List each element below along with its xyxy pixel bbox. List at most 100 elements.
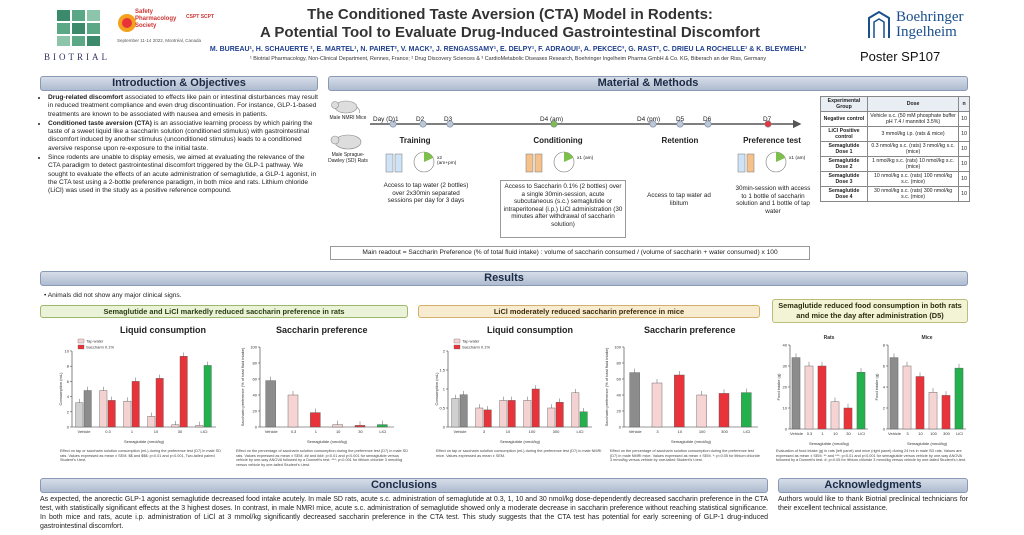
table-row: Semaglutide Dose 4 30 nmol/kg s.c. (rats)… — [820, 186, 970, 202]
x-axis-label: Semaglutide (nmol/kg) — [907, 441, 948, 446]
bar — [171, 424, 180, 428]
x-tick-label: 0.3 — [291, 429, 297, 434]
bar — [451, 398, 460, 428]
bar — [830, 401, 840, 430]
y-tick-label: 0.5 — [439, 406, 445, 411]
poster-id: Poster SP107 — [860, 49, 941, 64]
table-cell-group: Semaglutide Dose 2 — [820, 156, 868, 172]
bar — [75, 402, 84, 428]
conclusions-text: As expected, the anorectic GLP-1 agonist… — [40, 496, 768, 530]
y-tick-label: 0 — [883, 427, 886, 432]
bar — [475, 407, 484, 428]
table-row: Semaglutide Dose 3 10 nmol/kg s.c. (rats)… — [820, 171, 970, 187]
methods-heading: Material & Methods — [328, 76, 968, 91]
bar — [483, 409, 492, 428]
y-tick-label: 60 — [253, 377, 258, 382]
table-cell-n: 10 — [958, 111, 970, 127]
mice-liquid-title: Liquid consumption — [487, 325, 573, 335]
stage-training: Training — [399, 136, 431, 145]
chart-rats-saccharin: 0 20 40 60 80 100 Saccharin preference (% of t… — [240, 345, 394, 444]
bar — [99, 390, 108, 428]
sps-logo — [117, 8, 237, 42]
table-cell-dose: Vehicle s.c. (50 mM phosphate buffer pH … — [866, 111, 960, 127]
bi-wordmark: Boehringer Ingelheim — [896, 10, 963, 40]
legend-swatch — [453, 338, 461, 344]
main-readout: Main readout = Saccharin Preference (% o… — [330, 246, 810, 260]
y-tick-label: 8 — [883, 343, 886, 348]
timeline-day-2: D2 — [416, 116, 425, 123]
y-tick-label: 80 — [617, 361, 622, 366]
y-axis-label: Saccharin preference (% of total fluid i… — [604, 347, 609, 426]
x-tick-label: LiCl — [201, 429, 208, 434]
bar — [817, 365, 827, 430]
bar — [155, 378, 164, 428]
mice-sacch-title: Saccharin preference — [644, 325, 736, 335]
bar — [579, 411, 588, 428]
x-tick-label: 1 — [821, 431, 824, 436]
timeline-day-7: D7 — [763, 116, 772, 123]
y-tick-label: 1 — [443, 387, 446, 392]
y-tick-label: 10 — [783, 406, 788, 411]
y-axis-label: Saccharin preference (% of total fluid i… — [240, 347, 245, 426]
x-tick-label: 300 — [943, 431, 950, 436]
y-tick-label: 0 — [255, 425, 258, 430]
x-tick-label: LiCl — [577, 429, 584, 434]
ack-heading: Acknowledgments — [778, 478, 968, 493]
table-cell-n: 10 — [958, 186, 970, 202]
table-cell-n: 10 — [958, 156, 970, 172]
caption-mice-sacch: Effect on the percentage of saccharin so… — [610, 449, 760, 463]
y-tick-label: 100 — [614, 345, 621, 350]
y-tick-label: 20 — [617, 409, 622, 414]
x-tick-label: 100 — [529, 429, 536, 434]
table-cell-group: LiCl Positive control — [820, 126, 868, 142]
bar — [843, 407, 853, 430]
y-tick-label: 6 — [883, 364, 886, 369]
legend-label: Saccharin 0.1% — [462, 345, 490, 350]
bar — [531, 388, 540, 428]
x-tick-label: LiCl — [743, 429, 750, 434]
y-tick-label: 20 — [783, 385, 788, 390]
x-tick-label: 3 — [656, 429, 659, 434]
bar — [741, 392, 752, 428]
y-tick-label: 60 — [617, 377, 622, 382]
results-note-text: Animals did not show any major clinical … — [47, 292, 182, 299]
table-row: Negative control Vehicle s.c. (50 mM phos… — [820, 111, 970, 127]
box-conditioning: Access to Saccharin 0.1% (2 bottles) ove… — [500, 180, 626, 238]
bar — [354, 425, 366, 428]
table-header-dose: Dose — [866, 96, 960, 112]
bar — [889, 357, 899, 430]
caption-food: Evaluation of food intake (g) in rats (l… — [776, 449, 967, 463]
x-tick-label: LiCl — [858, 431, 865, 436]
x-axis-label: Semaglutide (nmol/kg) — [809, 441, 850, 446]
timeline-day-6: D6 — [703, 116, 712, 123]
bar — [915, 376, 925, 430]
x-tick-label: 10 — [336, 429, 341, 434]
legend-swatch — [77, 344, 85, 350]
bar — [459, 394, 468, 428]
table-cell-group: Negative control — [820, 111, 868, 127]
y-tick-label: 6 — [67, 379, 70, 384]
conclusions-heading: Conclusions — [40, 478, 768, 493]
chart-title: Rats — [824, 335, 835, 341]
timeline — [368, 106, 808, 135]
bar — [83, 390, 92, 428]
bar — [107, 400, 116, 428]
bar — [718, 393, 730, 428]
x-tick-label: 300 — [553, 429, 560, 434]
intro-heading: Introduction & Objectives — [40, 76, 318, 91]
y-axis-label: Consumption (mL) — [58, 372, 63, 406]
y-tick-label: 40 — [253, 393, 258, 398]
y-tick-label: 0 — [785, 427, 788, 432]
bar — [332, 424, 343, 428]
sps-name-text: Safety Pharmacology Society — [135, 9, 177, 29]
caption-rats-sacch: Effect on the percentage of saccharin so… — [236, 449, 408, 467]
caption-rats-liquid: Effect on tap or saccharin solution cons… — [60, 449, 221, 463]
table-cell-n: 10 — [958, 141, 970, 157]
bar — [147, 416, 156, 428]
y-tick-label: 8 — [67, 364, 70, 369]
box-preference: 30min-session with access to 1 bottle of… — [735, 185, 811, 215]
title-line-2: A Potential Tool to Evaluate Drug-Induce… — [259, 24, 761, 41]
timeline-day-5: D5 — [676, 116, 685, 123]
y-tick-label: 20 — [253, 409, 258, 414]
y-tick-label: 10 — [65, 349, 70, 354]
